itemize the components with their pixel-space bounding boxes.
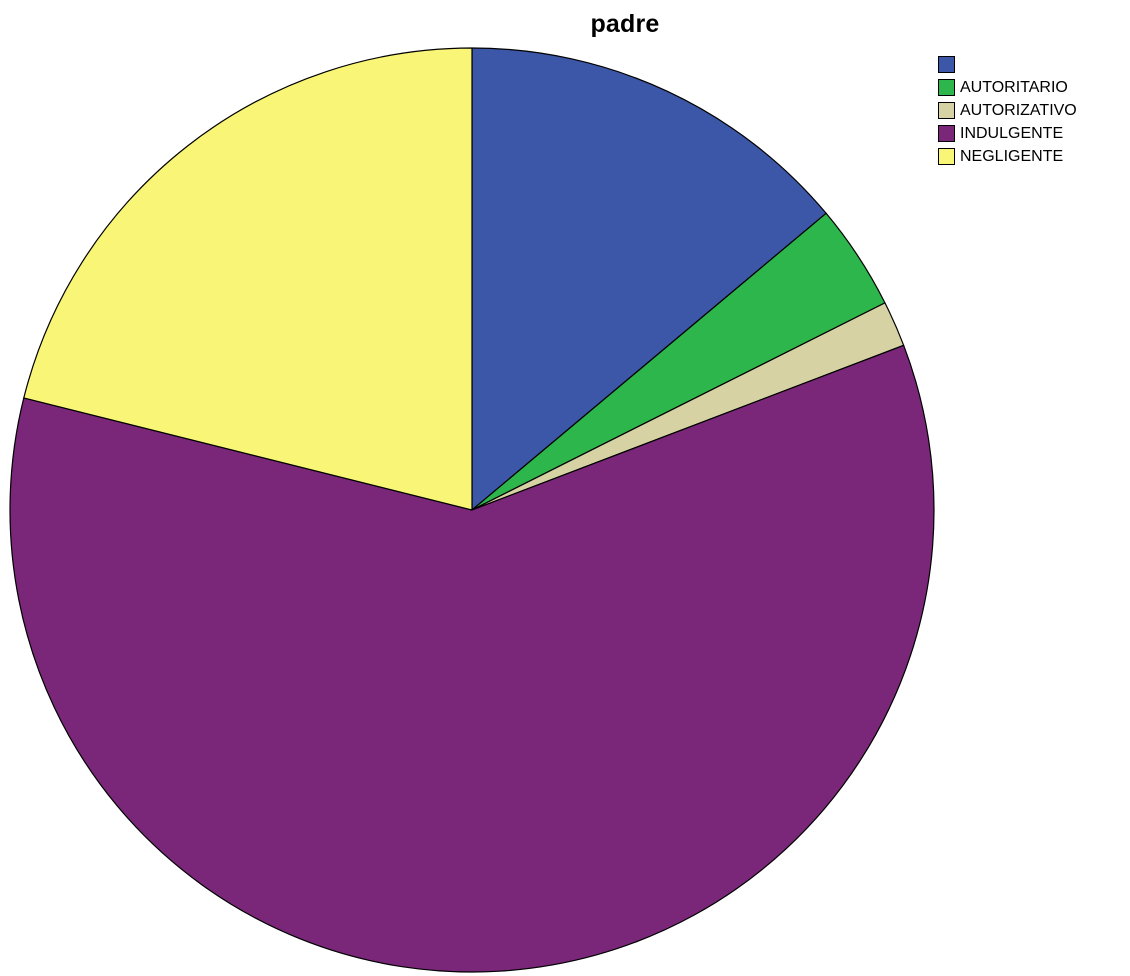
legend-item-autoritario: AUTORITARIO (938, 76, 1077, 99)
legend-item-blank (938, 53, 1077, 76)
legend-label: AUTORIZATIVO (960, 101, 1077, 119)
pie-slice-blank (471, 47, 827, 511)
legend-swatch (938, 79, 955, 96)
legend-item-indulgente: INDULGENTE (938, 122, 1077, 145)
legend-item-negligente: NEGLIGENTE (938, 145, 1077, 168)
legend-label: NEGLIGENTE (960, 147, 1064, 165)
legend-label: AUTORITARIO (960, 78, 1068, 96)
legend-swatch (938, 148, 955, 165)
pie-slice-indulgente (9, 344, 935, 973)
legend-item-autorizativo: AUTORIZATIVO (938, 99, 1077, 122)
chart-title: padre (590, 10, 660, 38)
pie-slice-negligente (23, 47, 473, 511)
legend-swatch (938, 125, 955, 142)
legend-label: INDULGENTE (960, 124, 1064, 142)
legend-swatch (938, 56, 955, 73)
legend-swatch (938, 102, 955, 119)
chart-legend: AUTORITARIO AUTORIZATIVO INDULGENTE NEGLIGE… (938, 53, 1077, 168)
